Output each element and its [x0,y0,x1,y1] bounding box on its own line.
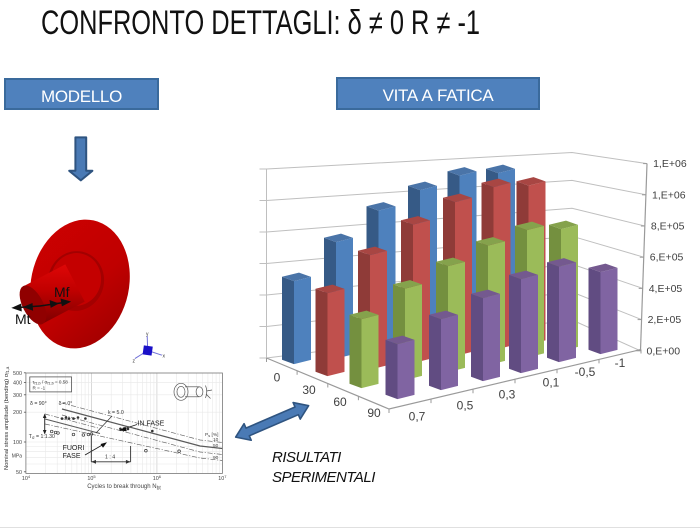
svg-text:IN FASE: IN FASE [138,421,165,428]
svg-text:1 : 4: 1 : 4 [105,455,115,461]
svg-text:0,E+00: 0,E+00 [647,345,681,357]
svg-text:50: 50 [16,470,22,476]
svg-text:k = 5.0: k = 5.0 [108,410,124,416]
svg-text:0,3: 0,3 [499,388,516,402]
svg-text:90: 90 [367,406,381,420]
svg-text:300: 300 [13,393,22,399]
svg-text:0,5: 0,5 [457,399,474,413]
svg-text:106: 106 [153,474,162,482]
svg-text:0: 0 [274,371,281,385]
svg-text:2,E+05: 2,E+05 [648,314,682,326]
svg-text:1,E+06: 1,E+06 [653,158,687,170]
svg-text:Cycles to break through Nbt: Cycles to break through Nbt [87,484,161,492]
svg-text:Ps [%]: Ps [%] [205,432,218,438]
svg-text:MPa: MPa [12,454,23,460]
svg-text:0,1: 0,1 [543,376,560,390]
svg-text:R = -1: R = -1 [33,386,46,391]
svg-text:FUORI: FUORI [63,445,85,452]
svg-text:FASE: FASE [63,453,81,460]
svg-text:100: 100 [13,440,22,446]
svg-text:50: 50 [213,443,219,449]
svg-text:90: 90 [213,455,219,461]
svg-text:400: 400 [13,380,22,386]
svg-text:30: 30 [302,383,316,397]
svg-text:104: 104 [22,474,31,482]
svg-text:500: 500 [13,371,22,377]
svg-text:δ = 90°: δ = 90° [30,401,47,407]
svg-text:x: x [163,354,166,360]
svg-text:8,E+05: 8,E+05 [651,221,685,233]
svg-text:τf1,b / σf1,b = 0.58: τf1,b / σf1,b = 0.58 [33,380,69,386]
svg-text:1,E+06: 1,E+06 [652,189,686,201]
svg-text:Nominal stress amplitude (bend: Nominal stress amplitude (bending) σf1,a [4,366,10,470]
svg-text:-0,5: -0,5 [575,365,596,379]
svg-text:10: 10 [213,437,219,443]
svg-text:107: 107 [218,474,227,482]
svg-text:y: y [146,332,149,338]
svg-text:δ = 0°: δ = 0° [59,401,73,407]
svg-text:105: 105 [87,474,96,482]
svg-text:Mt: Mt [15,311,31,327]
svg-text:Mf: Mf [54,284,70,300]
svg-text:4,E+05: 4,E+05 [649,283,683,295]
svg-text:-1: -1 [615,356,626,370]
svg-text:z: z [133,359,136,365]
svg-text:Tσ = 1:1.30: Tσ = 1:1.30 [29,434,55,440]
svg-text:200: 200 [13,410,22,416]
svg-text:60: 60 [333,395,347,409]
svg-text:0,7: 0,7 [409,410,426,424]
svg-text:6,E+05: 6,E+05 [650,252,684,264]
